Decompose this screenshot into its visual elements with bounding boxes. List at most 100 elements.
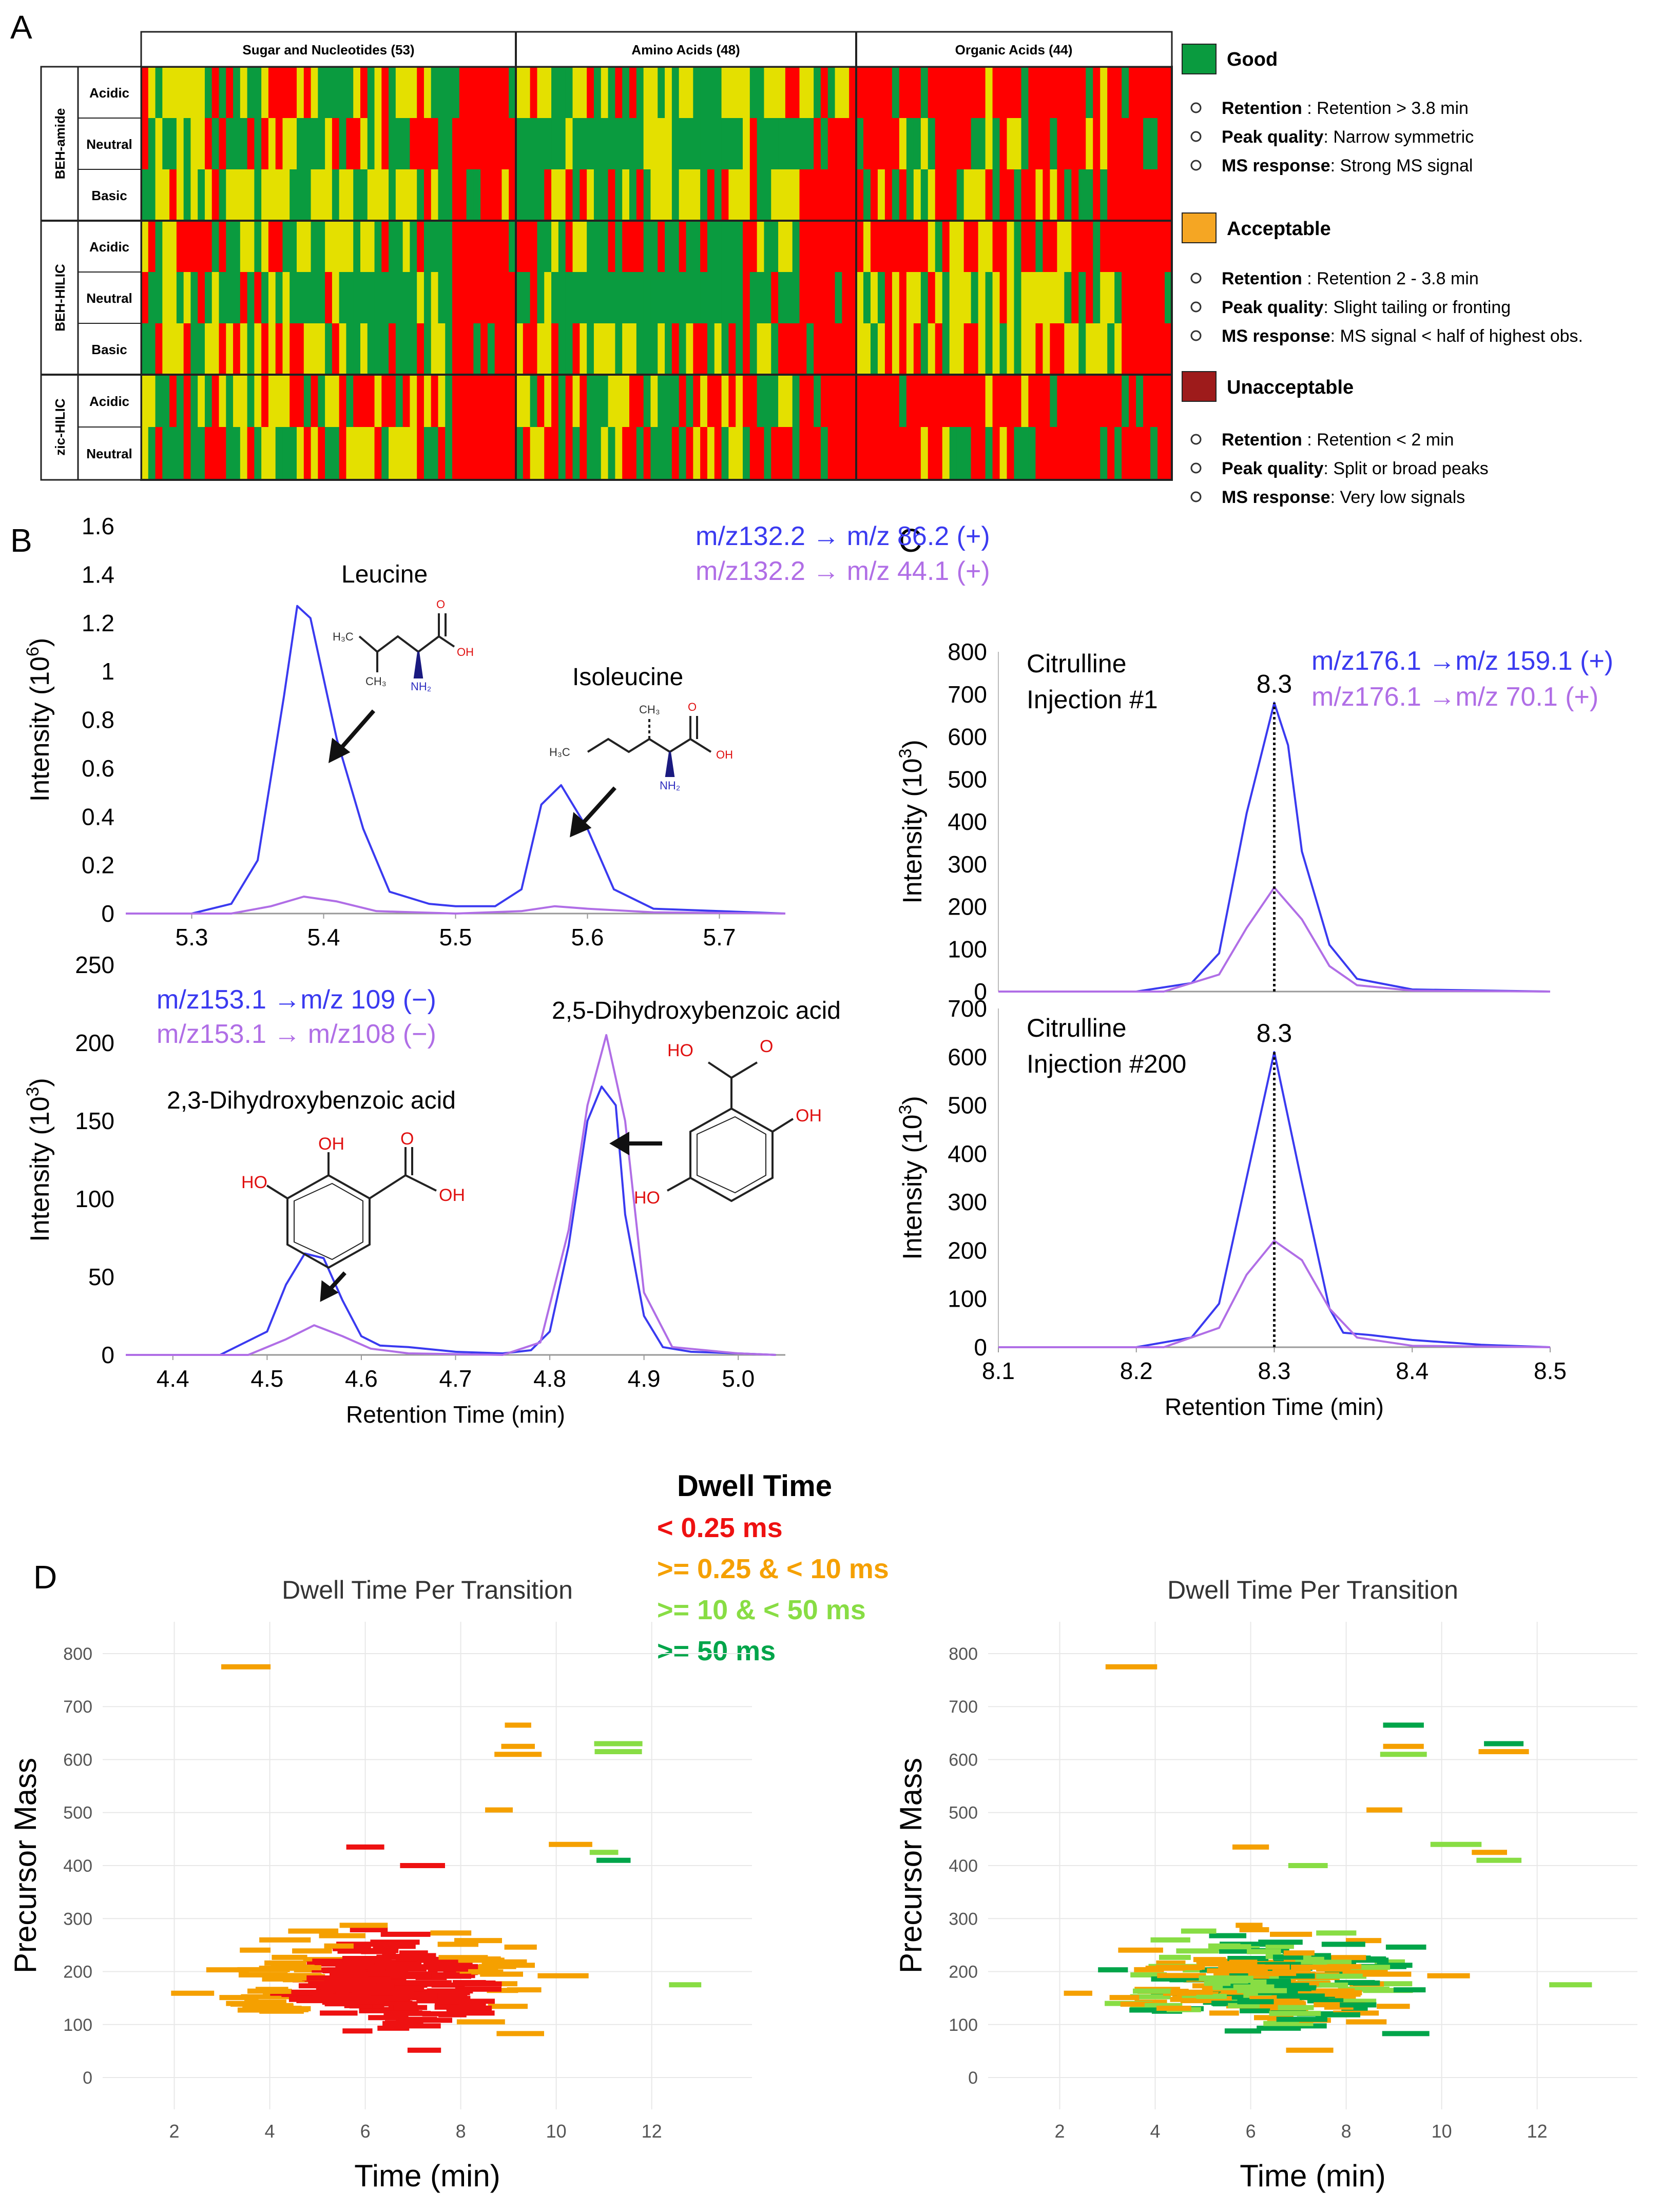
heatmap-cell [219,375,226,427]
heatmap-cell [1007,272,1015,323]
series-line [126,1034,776,1356]
heatmap-cell [643,221,651,272]
heatmap-cell [771,272,779,323]
heatmap-cell [1150,67,1158,118]
x-tick-label: 8 [456,2121,466,2142]
heatmap-cell [303,323,312,375]
heatmap-cell [141,375,149,427]
heatmap-cell [459,221,467,272]
heatmap-cell [233,118,241,169]
y-axis-label-main: Intensity (10 [898,758,928,903]
heatmap-cell [820,272,828,323]
heatmap-cell [1165,375,1172,427]
heatmap-cell [736,169,743,221]
y-tick-label: 1.4 [82,561,114,588]
heatmap-cell [587,427,594,480]
heatmap-cell [325,221,333,272]
heatmap-cell [870,272,878,323]
heatmap-cell [920,323,929,375]
heatmap-cell [665,67,672,118]
dwell-legend-item: >= 10 & < 50 ms [657,1595,866,1625]
heatmap-cell [949,67,957,118]
heatmap-cell [863,118,871,169]
x-tick-label: 4.7 [439,1365,472,1392]
svg-text:NH₂: NH₂ [660,779,680,792]
heatmap-cell [814,169,821,221]
heatmap-cell [580,169,587,221]
heatmap-cell [268,67,276,118]
arrow-icon [320,1280,339,1302]
heatmap-cell [155,272,163,323]
quality-legend: Good Retention : Retention > 3.8 min Pea… [1182,44,1583,507]
heatmap-cell [580,427,587,480]
legend-items-acceptable: Retention : Retention 2 - 3.8 min Peak q… [1190,269,1583,346]
heatmap-cell [275,169,283,221]
heatmap-cell [395,272,403,323]
row-label: Neutral [86,446,132,461]
heatmap-cell [1086,375,1093,427]
heatmap-cell [423,323,432,375]
heatmap-cell [516,221,524,272]
heatmap-cell [1150,272,1158,323]
y-tick-label: 600 [949,1750,978,1770]
y-axis-label-exp: 3 [896,749,915,759]
heatmap-cell [1078,221,1086,272]
heatmap-cell [1057,118,1065,169]
heatmap-cell [431,169,439,221]
heatmap-cell [636,427,644,480]
heatmap-cell [332,118,340,169]
heatmap-cell [395,221,403,272]
dwell-legend-item: >= 0.25 & < 10 ms [657,1554,889,1584]
c1-subtitle: Injection #1 [1027,685,1158,714]
heatmap-cell [417,221,424,272]
heatmap-cell [913,427,921,480]
heatmap-cell [537,375,545,427]
heatmap-cell [226,375,234,427]
heatmap-cell [1064,272,1072,323]
heatmap-cell [920,67,929,118]
y-tick-label: 500 [63,1803,92,1823]
heatmap-cell [615,169,623,221]
heatmap-cell [183,221,191,272]
heatmap-cell [856,375,864,427]
c2-subtitle: Injection #200 [1027,1050,1186,1078]
row-label: Acidic [89,239,129,255]
heatmap-cell [849,272,857,323]
heatmap-cell [615,221,623,272]
heatmap-cell [679,118,687,169]
heatmap-cell [1078,323,1086,375]
heatmap-cell [1136,323,1144,375]
heatmap-cell [367,323,375,375]
heatmap-cell [799,118,807,169]
y-axis-label-end: ) [898,1096,928,1104]
heatmap-cell [999,323,1008,375]
heatmap-cell [884,118,893,169]
heatmap-cell [204,272,213,323]
row-label: Neutral [86,290,132,306]
heatmap-cell [261,221,269,272]
heatmap-cell [963,221,972,272]
heatmap-cell [671,427,680,480]
heatmap-cell [219,221,226,272]
series-line [126,1085,776,1356]
svg-text:CH₃: CH₃ [365,675,387,688]
heatmap-cell [1143,272,1151,323]
heatmap-cell [928,272,936,323]
heatmap-cell [268,118,276,169]
heatmap-cell [565,67,573,118]
x-tick-label: 10 [546,2121,567,2142]
heatmap-cell [558,67,566,118]
heatmap-cell [1114,118,1122,169]
heatmap-cell [636,169,644,221]
heatmap-cell [835,169,842,221]
heatmap-cell [1143,221,1151,272]
svg-text:CH₃: CH₃ [639,703,660,716]
heatmap-cell [877,67,885,118]
heatmap-cell [381,323,389,375]
heatmap-cell [381,67,389,118]
heatmap-cell [438,323,446,375]
heatmap-cell [971,375,979,427]
heatmap-cell [516,375,524,427]
heatmap-cell [721,221,729,272]
heatmap-cell [971,169,979,221]
